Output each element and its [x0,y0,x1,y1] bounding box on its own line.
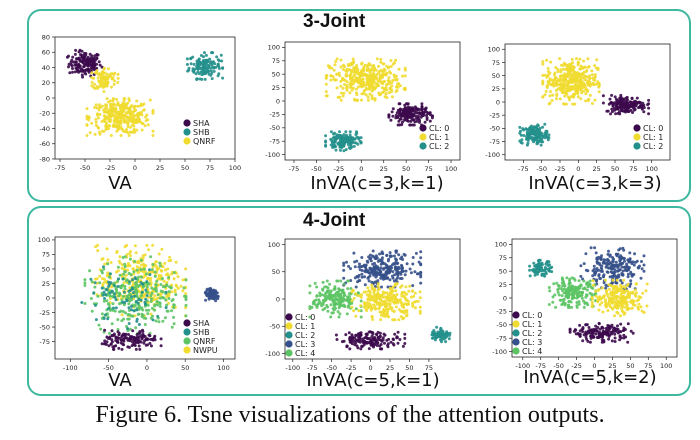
group-title-4-joint: 4-Joint [303,210,366,231]
group-3-joint-frame [27,9,691,202]
group-4-joint-frame [27,206,691,396]
group-title-3-joint: 3-Joint [303,11,366,32]
